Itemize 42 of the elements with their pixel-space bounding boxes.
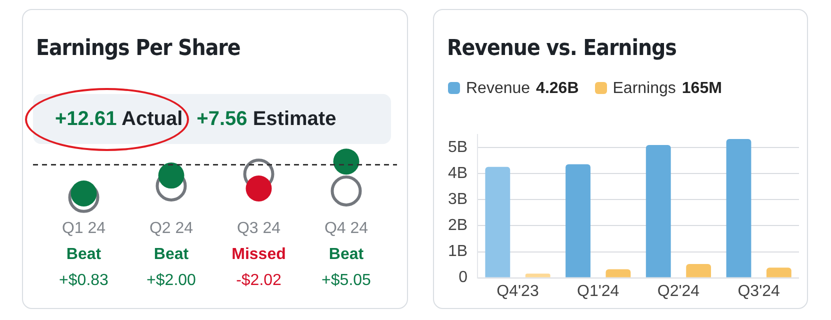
bar xyxy=(726,139,752,278)
y-tick-label: 0 xyxy=(458,269,468,286)
text: +$0.83 xyxy=(59,272,108,290)
text: +$2.00 xyxy=(146,272,196,290)
chart-title: Earnings Per Share xyxy=(36,36,240,61)
text: Missed xyxy=(232,246,286,264)
y-tick-label: 5B xyxy=(448,139,468,156)
text: Beat xyxy=(328,246,364,264)
chart-title: Revenue vs. Earnings xyxy=(447,36,676,61)
text: +$5.05 xyxy=(322,272,371,290)
x-tick-label: Q2 24 xyxy=(149,220,194,237)
text: -$2.02 xyxy=(236,272,282,290)
bar xyxy=(686,264,712,278)
point xyxy=(158,162,184,189)
x-tick-label: Q1'24 xyxy=(577,282,620,300)
x-tick-label: Q3'24 xyxy=(738,282,780,300)
legend-label: Earnings xyxy=(612,80,676,97)
text: 165M xyxy=(682,80,722,97)
bar xyxy=(485,166,510,278)
text: Beat xyxy=(66,246,102,264)
text: +7.56 Estimate xyxy=(196,108,336,130)
x-tick-label: Q2'24 xyxy=(657,282,700,300)
x-tick-label: Q4'23 xyxy=(496,282,539,300)
point xyxy=(246,175,272,202)
bar xyxy=(766,268,792,278)
x-tick-label: Q3 24 xyxy=(236,220,281,237)
y-tick-label: 4B xyxy=(448,165,468,182)
text: +12.61 Actual xyxy=(55,108,183,130)
point xyxy=(330,175,362,206)
bar xyxy=(525,274,550,278)
x-tick-label: Q1 24 xyxy=(62,220,106,237)
y-tick-label: 2B xyxy=(448,217,468,234)
text: 4.26B xyxy=(536,80,579,97)
y-tick-label: 3B xyxy=(448,191,468,208)
y-tick-label: 1B xyxy=(448,243,468,260)
bar xyxy=(566,164,590,278)
text: Beat xyxy=(154,246,189,264)
bar xyxy=(646,145,671,278)
bar xyxy=(606,269,631,278)
legend-label: Revenue xyxy=(466,80,530,97)
point xyxy=(333,148,360,175)
x-tick-label: Q4 24 xyxy=(324,220,368,237)
